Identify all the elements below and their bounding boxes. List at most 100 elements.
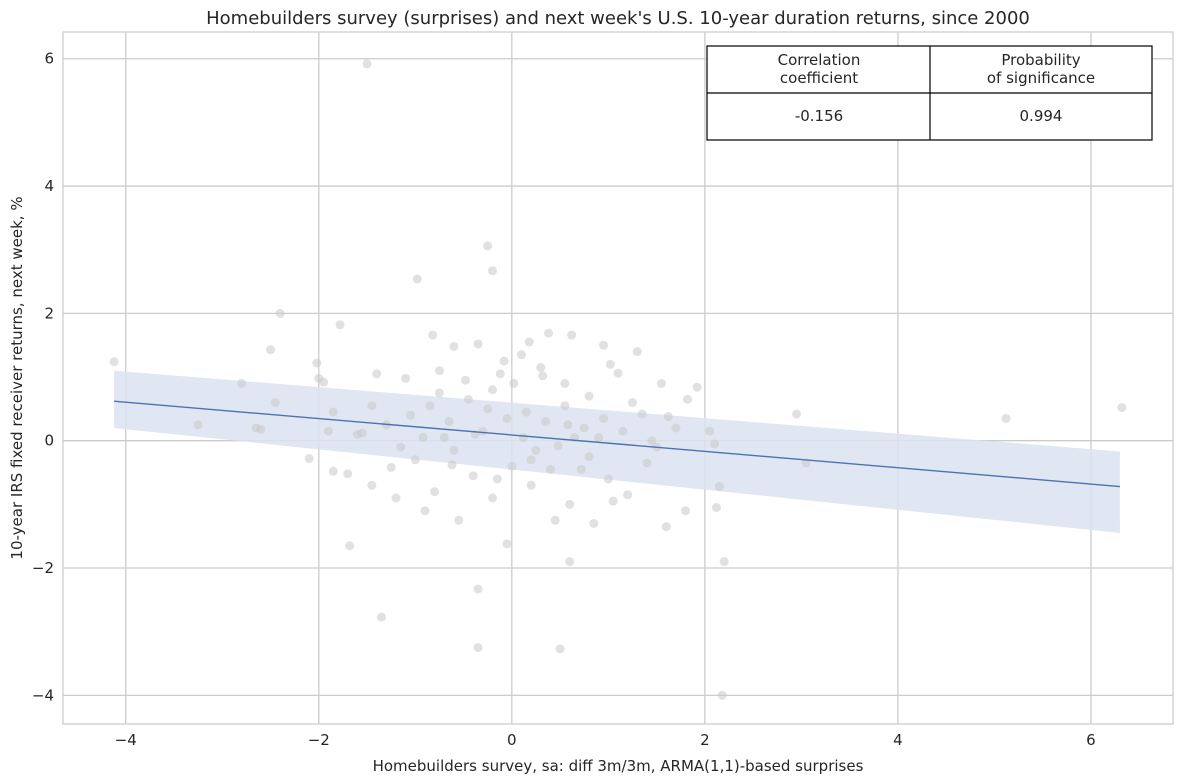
scatter-point bbox=[488, 493, 498, 503]
scatter-point bbox=[526, 480, 536, 490]
scatter-point bbox=[536, 362, 546, 372]
scatter-point bbox=[483, 404, 493, 414]
scatter-point bbox=[372, 369, 382, 379]
y-tick-label: 6 bbox=[44, 50, 54, 68]
scatter-point bbox=[193, 420, 203, 430]
scatter-point bbox=[565, 499, 575, 509]
chart-title: Homebuilders survey (surprises) and next… bbox=[206, 8, 1030, 29]
y-tick-label: 2 bbox=[44, 304, 54, 322]
scatter-point bbox=[710, 439, 720, 449]
scatter-point bbox=[521, 407, 531, 417]
scatter-point bbox=[637, 409, 647, 419]
scatter-point bbox=[345, 541, 355, 551]
scatter-point bbox=[792, 409, 802, 419]
scatter-point bbox=[312, 358, 322, 368]
scatter-point bbox=[579, 423, 589, 433]
scatter-points bbox=[109, 59, 1127, 700]
scatter-point bbox=[377, 612, 387, 622]
scatter-point bbox=[526, 455, 536, 465]
scatter-point bbox=[560, 401, 570, 411]
scatter-point bbox=[647, 436, 657, 446]
scatter-point bbox=[565, 557, 575, 567]
stats-header-probability-line1: Probability bbox=[1001, 51, 1080, 69]
scatter-point bbox=[430, 487, 440, 497]
scatter-point bbox=[516, 350, 526, 360]
regression-line bbox=[114, 400, 1120, 488]
scatter-point bbox=[502, 413, 512, 423]
y-tick-label: 0 bbox=[44, 432, 54, 450]
scatter-point bbox=[632, 347, 642, 357]
x-tick-label: 0 bbox=[507, 731, 517, 749]
stats-value-probability: 0.994 bbox=[1020, 107, 1063, 125]
x-tick-label: 4 bbox=[893, 731, 903, 749]
scatter-point bbox=[507, 461, 517, 471]
scatter-point bbox=[599, 413, 609, 423]
scatter-point bbox=[518, 433, 528, 443]
scatter-point bbox=[541, 417, 551, 427]
scatter-point bbox=[1001, 413, 1011, 423]
scatter-point bbox=[391, 493, 401, 503]
scatter-point bbox=[608, 496, 618, 506]
scatter-point bbox=[524, 337, 534, 347]
scatter-point bbox=[531, 445, 541, 455]
scatter-point bbox=[509, 378, 519, 388]
confidence-band bbox=[114, 370, 1120, 534]
scatter-point bbox=[367, 480, 377, 490]
scatter-point bbox=[613, 368, 623, 378]
scatter-point bbox=[545, 464, 555, 474]
scatter-point bbox=[692, 382, 702, 392]
scatter-point bbox=[343, 469, 353, 479]
y-tick-label: 4 bbox=[44, 177, 54, 195]
scatter-point bbox=[449, 445, 459, 455]
scatter-point bbox=[362, 59, 372, 69]
scatter-point bbox=[410, 455, 420, 465]
scatter-point bbox=[319, 377, 329, 387]
scatter-point bbox=[705, 426, 715, 436]
scatter-point bbox=[567, 330, 577, 340]
scatter-point bbox=[412, 274, 422, 284]
scatter-point bbox=[714, 482, 724, 492]
scatter-point bbox=[711, 503, 721, 513]
scatter-point bbox=[663, 412, 673, 422]
scatter-point bbox=[401, 373, 411, 383]
scatter-point bbox=[605, 359, 615, 369]
scatter-point bbox=[502, 539, 512, 549]
scatter-point bbox=[444, 417, 454, 427]
scatter-point bbox=[627, 398, 637, 408]
scatter-point bbox=[428, 330, 438, 340]
scatter-point bbox=[599, 340, 609, 350]
scatter-point bbox=[328, 466, 338, 476]
scatter-point bbox=[405, 410, 415, 420]
scatter-point bbox=[594, 433, 604, 443]
scatter-point bbox=[492, 474, 502, 484]
scatter-point bbox=[396, 442, 406, 452]
scatter-point bbox=[386, 462, 396, 472]
scatter-point bbox=[266, 345, 276, 355]
plot-frame bbox=[62, 31, 1174, 725]
scatter-point bbox=[237, 378, 247, 388]
scatter-point bbox=[499, 356, 509, 366]
scatter-point bbox=[275, 308, 285, 318]
scatter-point bbox=[447, 460, 457, 470]
y-tick-label: −4 bbox=[32, 686, 54, 704]
scatter-point bbox=[661, 522, 671, 532]
scatter-point bbox=[454, 515, 464, 525]
scatter-point bbox=[656, 378, 666, 388]
y-tick-label: −2 bbox=[32, 559, 54, 577]
scatter-point bbox=[495, 369, 505, 379]
scatter-point bbox=[473, 643, 483, 653]
x-axis-label: Homebuilders survey, sa: diff 3m/3m, ARM… bbox=[373, 757, 864, 775]
scatter-point bbox=[544, 328, 554, 338]
x-tick-label: 6 bbox=[1086, 731, 1096, 749]
scatter-point bbox=[623, 490, 633, 500]
scatter-point bbox=[304, 454, 314, 464]
scatter-point bbox=[488, 385, 498, 395]
scatter-point bbox=[584, 391, 594, 401]
scatter-point bbox=[553, 441, 563, 451]
scatter-point bbox=[335, 320, 345, 330]
x-tick-labels: −4 −2 0 2 4 6 bbox=[115, 731, 1096, 749]
scatter-point bbox=[618, 426, 628, 436]
scatter-point bbox=[642, 458, 652, 468]
scatter-point bbox=[434, 388, 444, 398]
